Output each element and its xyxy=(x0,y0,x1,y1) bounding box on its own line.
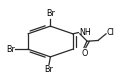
Text: NH: NH xyxy=(79,28,91,37)
Text: Cl: Cl xyxy=(106,28,114,38)
Text: Br: Br xyxy=(46,9,55,18)
Text: Br: Br xyxy=(6,45,15,54)
Text: O: O xyxy=(82,49,88,58)
Text: Br: Br xyxy=(45,65,53,74)
